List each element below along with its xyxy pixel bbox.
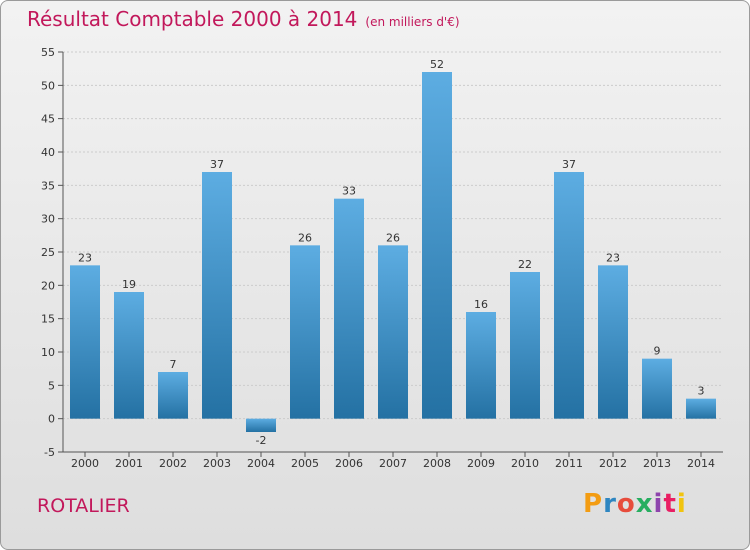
x-tick-label: 2011 [555, 457, 583, 470]
data-label: 26 [298, 231, 312, 244]
data-label: 52 [430, 58, 444, 71]
bar-2007 [378, 245, 408, 419]
chart-title-main: Résultat Comptable 2000 à 2014 [27, 7, 358, 31]
data-label: 33 [342, 185, 356, 198]
data-label: 22 [518, 258, 532, 271]
data-label: 26 [386, 231, 400, 244]
y-tick-label: 15 [41, 313, 55, 326]
data-label: 3 [698, 385, 705, 398]
chart-title: Résultat Comptable 2000 à 2014 (en millie… [27, 7, 460, 31]
logo-letter: i [676, 489, 687, 519]
data-label: 37 [210, 158, 224, 171]
data-label: 37 [562, 158, 576, 171]
data-label: -2 [256, 434, 267, 447]
bar-2000 [70, 265, 100, 419]
bar-2011 [554, 172, 584, 419]
x-tick-label: 2006 [335, 457, 363, 470]
bar-2005 [290, 245, 320, 419]
x-tick-label: 2009 [467, 457, 495, 470]
y-tick-label: 0 [48, 413, 55, 426]
x-tick-label: 2001 [115, 457, 143, 470]
x-tick-label: 2008 [423, 457, 451, 470]
bar-2014 [686, 398, 716, 419]
x-tick-label: 2003 [203, 457, 231, 470]
bars [70, 72, 716, 432]
x-tick-label: 2000 [71, 457, 99, 470]
town-name: ROTALIER [37, 495, 130, 517]
bar-2004 [246, 418, 276, 432]
logo-letter: x [635, 489, 654, 519]
x-tick-label: 2013 [643, 457, 671, 470]
bar-2009 [466, 312, 496, 419]
x-tick-label: 2012 [599, 457, 627, 470]
y-tick-label: 35 [41, 179, 55, 192]
bar-2001 [114, 292, 144, 419]
data-label: 16 [474, 298, 488, 311]
data-label: 7 [170, 358, 177, 371]
bar-2012 [598, 265, 628, 419]
bar-2006 [334, 198, 364, 419]
logo-letter: r [603, 489, 617, 519]
y-tick-label: 55 [41, 46, 55, 59]
x-tick-label: 2010 [511, 457, 539, 470]
bar-2002 [158, 372, 188, 419]
y-tick-label: 30 [41, 213, 55, 226]
x-tick-label: 2002 [159, 457, 187, 470]
logo-letter: t [663, 489, 677, 519]
data-label: 23 [606, 251, 620, 264]
y-tick-label: 40 [41, 146, 55, 159]
bar-2008 [422, 72, 452, 419]
labels: 23 19 7 37 -2 26 33 26 52 16 22 37 23 9 3 [78, 58, 705, 447]
proxiti-logo[interactable]: Proxiti [583, 489, 687, 519]
data-label: 9 [654, 345, 661, 358]
logo-letter: P [583, 489, 604, 519]
x-tick-label: 2004 [247, 457, 275, 470]
chart-title-unit: (en milliers d'€) [365, 15, 460, 29]
logo-letter: i [653, 489, 664, 519]
axes: -5 0 5 10 15 20 25 30 35 40 45 50 55 2000 2001 2002 2003… [41, 46, 723, 470]
y-tick-label: 45 [41, 113, 55, 126]
y-tick-label: 25 [41, 246, 55, 259]
data-label: 23 [78, 251, 92, 264]
y-tick-label: -5 [44, 446, 55, 459]
logo-letter: o [616, 489, 636, 519]
y-tick-label: 5 [48, 379, 55, 392]
data-label: 19 [122, 278, 136, 291]
bar-2013 [642, 358, 672, 419]
y-tick-label: 50 [41, 79, 55, 92]
y-tick-label: 10 [41, 346, 55, 359]
x-tick-label: 2005 [291, 457, 319, 470]
y-tick-label: 20 [41, 279, 55, 292]
x-tick-label: 2014 [687, 457, 715, 470]
bar-2003 [202, 172, 232, 419]
x-tick-label: 2007 [379, 457, 407, 470]
bar-2010 [510, 272, 540, 419]
